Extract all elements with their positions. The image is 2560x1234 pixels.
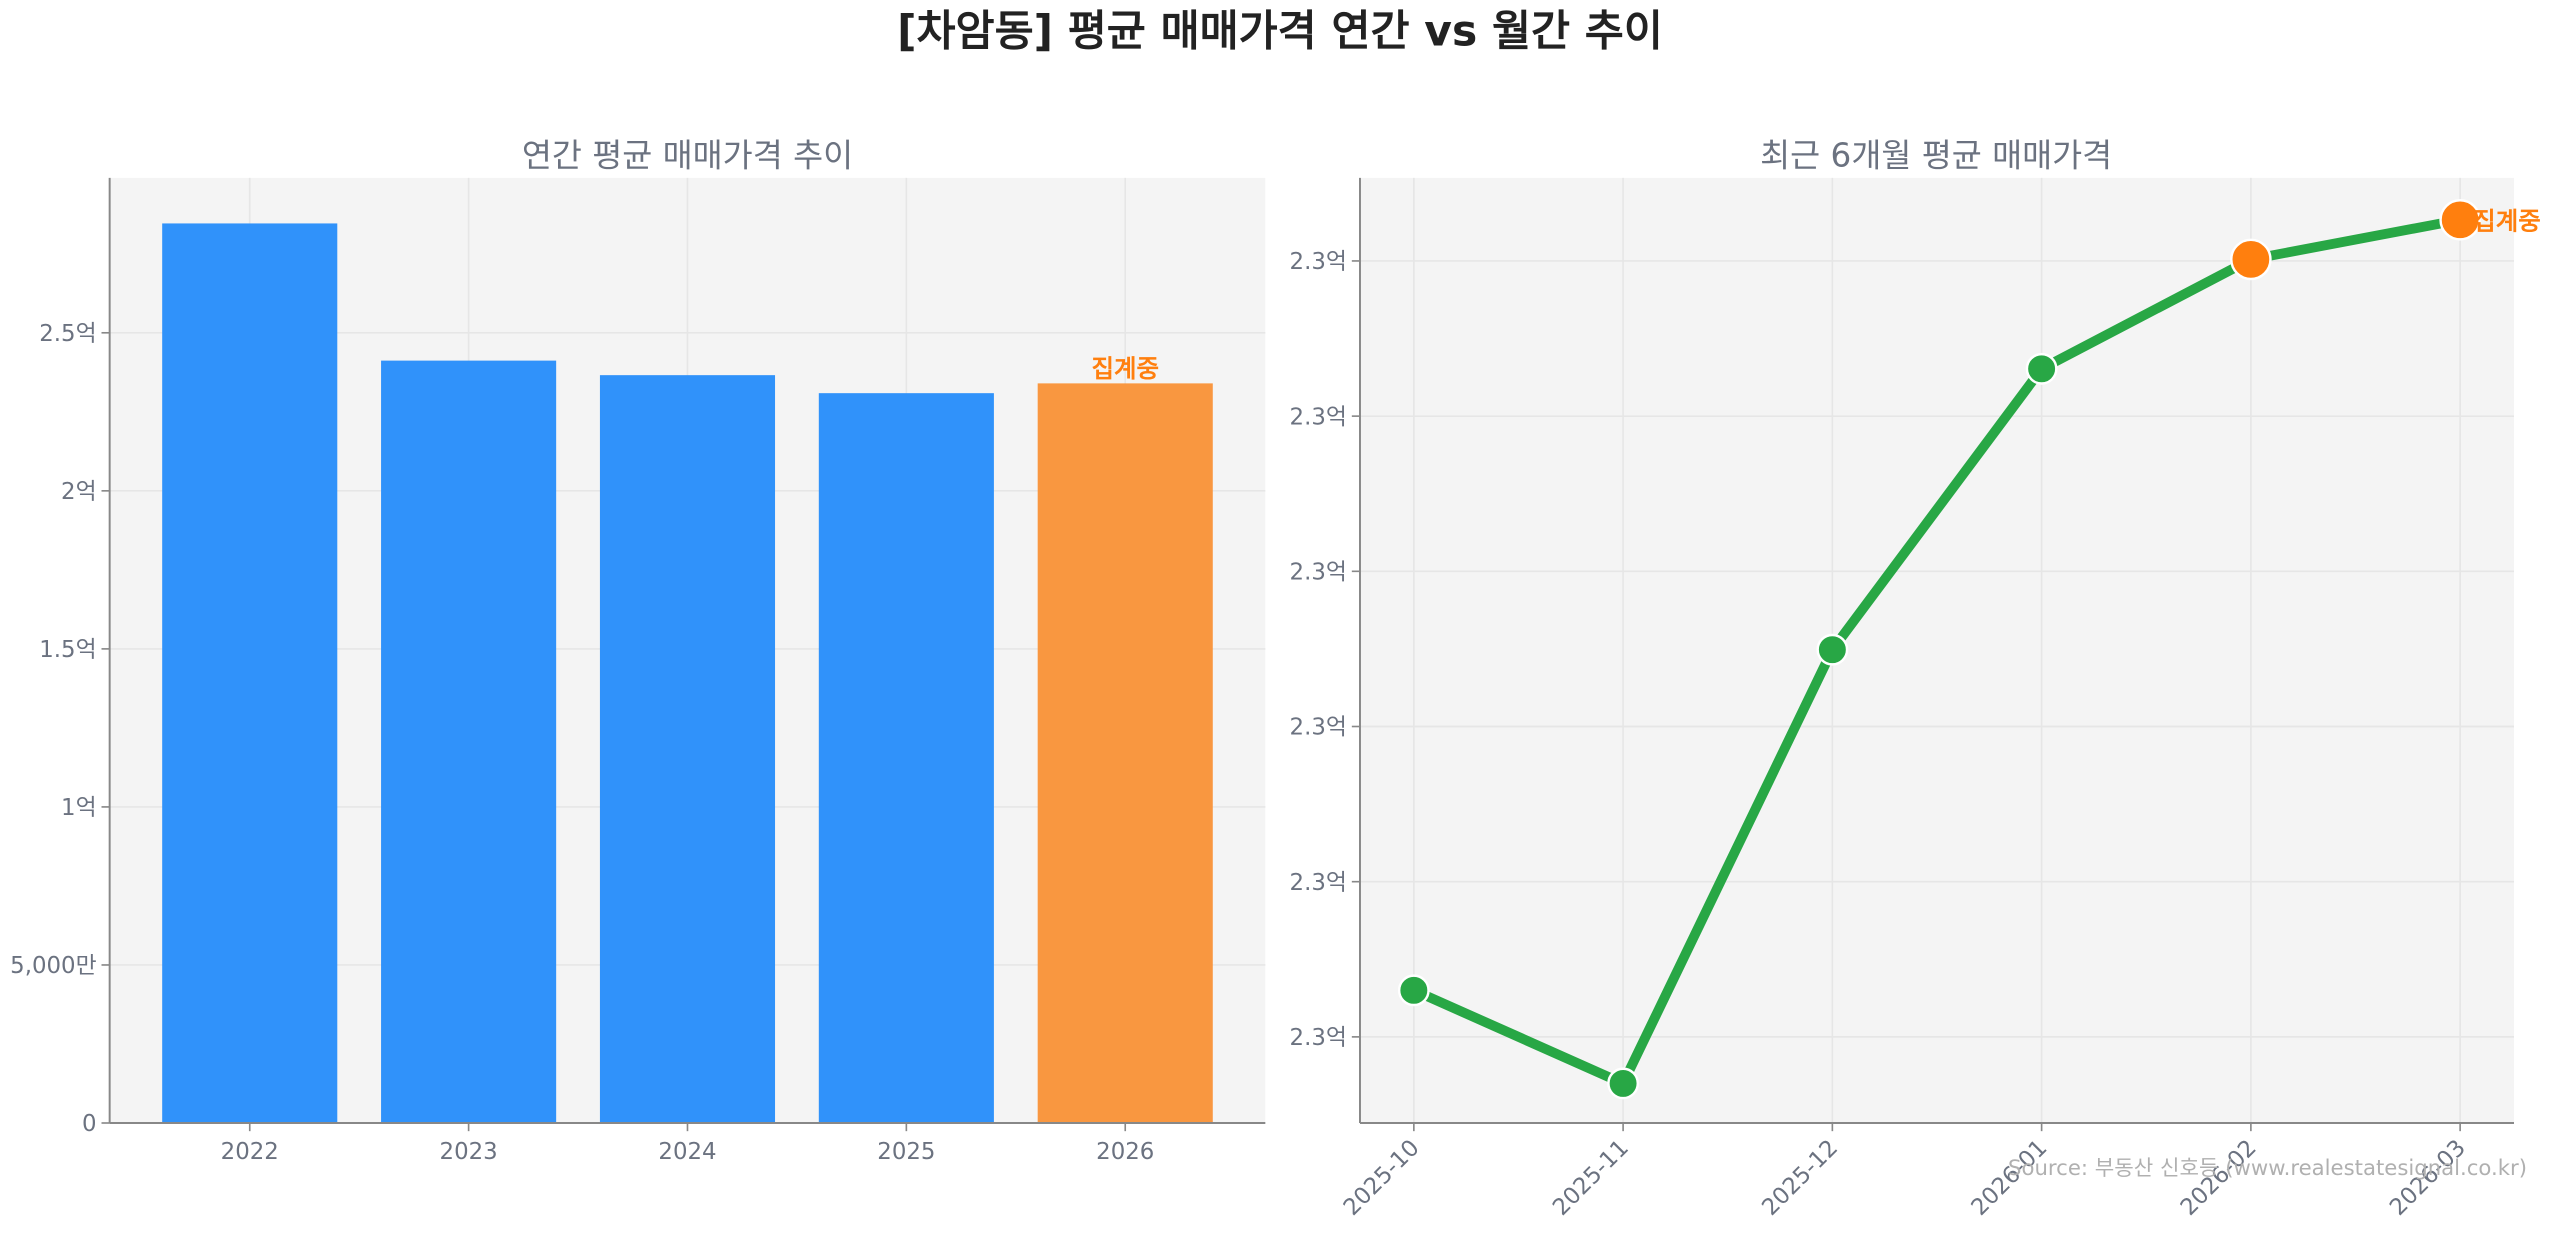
x-tick-label: 2026 (1096, 1139, 1154, 1165)
y-tick-label: 2.3억 (1290, 870, 1347, 896)
source-text: Source: 부동산 신호등 (www.realestatesignal.co… (2008, 1156, 2527, 1181)
y-tick-label: 2.3억 (1290, 559, 1347, 585)
y-tick-label: 1억 (61, 795, 97, 821)
y-tick-label: 2억 (61, 479, 97, 505)
annual-chart-title: 연간 평균 매매가격 추이 (522, 136, 853, 174)
bar-2023 (381, 360, 557, 1124)
bar-annotation: 집계중 (1091, 354, 1159, 383)
point-2025-11 (1607, 1067, 1640, 1100)
x-tick-label: 2024 (658, 1139, 716, 1165)
x-tick-label: 2022 (221, 1139, 279, 1165)
bar-2022 (162, 223, 338, 1124)
y-tick-label: 2.3억 (1290, 404, 1347, 430)
x-tick-label: 2023 (440, 1139, 498, 1165)
monthly-chart-title: 최근 6개월 평균 매매가격 (1760, 136, 2112, 174)
point-2026-01 (2025, 352, 2058, 385)
monthly-line-chart: 최근 6개월 평균 매매가격 2.3억 2.3억 2.3억 2.3억 2.3억 2.3억 2… (1290, 136, 2541, 1220)
x-tick-label: 2025-10 (1339, 1135, 1425, 1221)
x-tick-label: 2025-11 (1548, 1135, 1634, 1221)
y-tick-label: 2.3억 (1290, 715, 1347, 741)
annual-bar-chart: 연간 평균 매매가격 추이 0 5,000만 1억 1.5억 2억 2.5억 2022 202… (10, 136, 1266, 1165)
bar-2026 (1037, 383, 1213, 1124)
y-tick-label: 2.5억 (39, 321, 96, 347)
point-2026-02 (2230, 238, 2272, 281)
bar-2024 (599, 375, 776, 1124)
plot-area (1359, 177, 2514, 1124)
x-tick-label: 2025 (877, 1139, 935, 1165)
bar-2025 (818, 393, 994, 1124)
series-line (1411, 215, 2462, 1089)
y-tick-label: 0 (82, 1111, 97, 1137)
y-tick-label: 2.3억 (1290, 1025, 1347, 1051)
point-annotation: 집계중 (2473, 207, 2541, 236)
point-2025-10 (1397, 974, 1430, 1007)
y-tick-label: 2.3억 (1290, 249, 1347, 275)
x-tick-label: 2025-12 (1757, 1135, 1843, 1221)
y-tick-label: 1.5억 (39, 637, 96, 663)
point-2025-12 (1816, 633, 1849, 666)
y-tick-label: 5,000만 (10, 953, 96, 979)
point-2026-03 (2439, 199, 2481, 241)
figure-title: [차암동] 평균 매매가격 연간 vs 월간 추이 (897, 8, 1663, 57)
